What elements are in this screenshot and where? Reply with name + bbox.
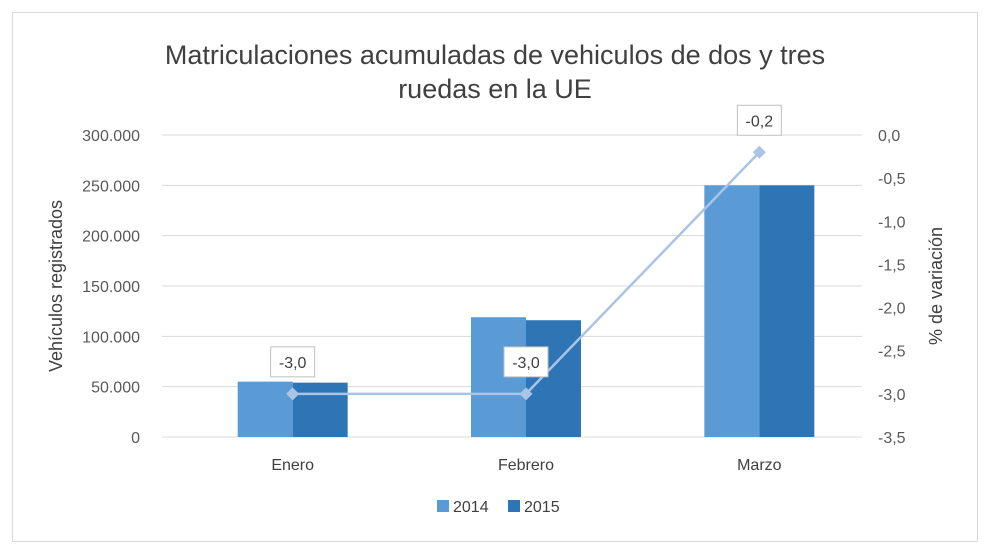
y2-tick-label: -1,5	[878, 257, 906, 274]
data-label: -3,0	[279, 355, 307, 372]
data-label-box	[503, 346, 549, 378]
y-tick-label: 300.000	[82, 128, 140, 145]
bar	[292, 382, 348, 437]
y2-axis-title: % de variación	[926, 227, 946, 345]
legend-label-2014: 2014	[453, 499, 489, 516]
bar	[704, 185, 760, 437]
y2-tick-label: -2,0	[878, 301, 906, 318]
y-tick-label: 250.000	[82, 178, 140, 195]
y2-tick-label: -2,5	[878, 344, 906, 361]
y-tick-label: 0	[131, 430, 140, 447]
variation-point	[286, 387, 300, 401]
y2-tick-label: 0,0	[878, 128, 900, 145]
y-axis-title: Vehículos registrados	[46, 200, 66, 372]
y-tick-label: 150.000	[82, 279, 140, 296]
y2-tick-label: -3,0	[878, 387, 906, 404]
data-label: -0,2	[746, 113, 774, 130]
data-label-box	[736, 104, 782, 136]
chart-title-line-1: Matriculaciones acumuladas de vehiculos …	[164, 40, 826, 70]
bar	[526, 320, 581, 437]
y2-tick-label: -1,0	[878, 214, 906, 231]
y-tick-label: 200.000	[82, 229, 140, 246]
variation-point	[752, 145, 766, 159]
x-tick-label: Febrero	[498, 457, 554, 474]
legend-swatch-2014	[437, 500, 449, 512]
x-tick-label: Marzo	[737, 457, 782, 474]
y2-tick-label: -3,5	[878, 430, 906, 447]
x-tick-label: Enero	[271, 457, 314, 474]
y-tick-label: 100.000	[82, 329, 140, 346]
legend-label-2015: 2015	[524, 499, 560, 516]
chart-title: Matriculaciones acumuladas de vehiculos …	[0, 38, 990, 106]
legend: 2014 2015	[437, 499, 560, 516]
data-label: -3,0	[512, 355, 540, 372]
bar	[237, 381, 293, 437]
chart-frame	[12, 12, 978, 542]
y-tick-label: 50.000	[91, 380, 140, 397]
variation-point	[519, 387, 533, 401]
chart-title-line-2: ruedas en la UE	[398, 74, 592, 104]
data-label-box	[270, 346, 316, 378]
bar	[759, 185, 815, 437]
legend-swatch-2015	[508, 500, 520, 512]
y2-tick-label: -0,5	[878, 171, 906, 188]
